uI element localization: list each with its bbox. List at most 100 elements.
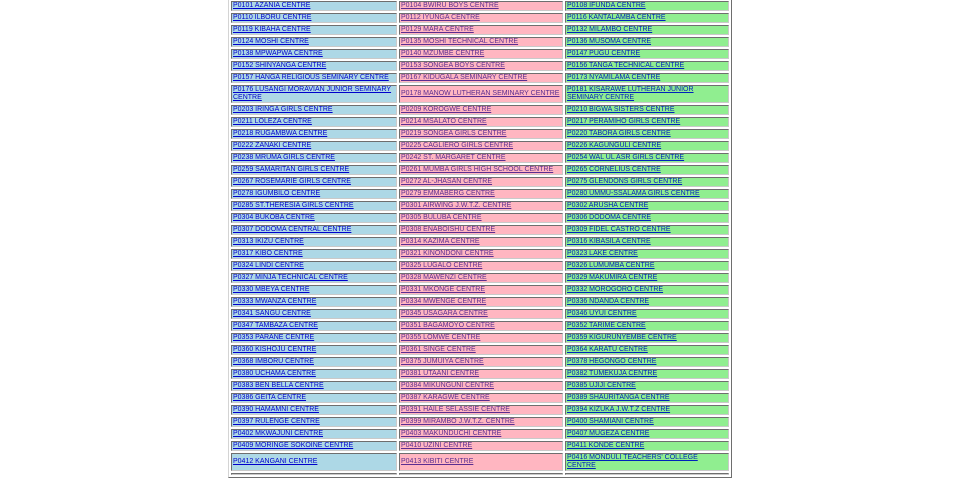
centre-link[interactable]: P0108 IFUNDA CENTRE xyxy=(567,2,646,9)
centre-link[interactable]: P0242 ST. MARGARET CENTRE xyxy=(401,154,506,161)
centre-link[interactable]: P0217 PERAMIHO GIRLS CENTRE xyxy=(567,118,681,125)
centre-link[interactable]: P0309 FIDEL CASTRO CENTRE xyxy=(567,226,671,233)
centre-link[interactable]: P0382 TUMEKUJA CENTRE xyxy=(567,370,658,377)
centre-link[interactable]: P0265 CORNELIUS CENTRE xyxy=(567,166,661,173)
centre-link[interactable]: P0316 KIBASILA CENTRE xyxy=(567,238,651,245)
centre-link[interactable]: P0330 MBEYA CENTRE xyxy=(233,286,310,293)
centre-link[interactable]: P0136 MUSOMA CENTRE xyxy=(567,38,652,45)
centre-link[interactable]: P0400 SHAMIANI CENTRE xyxy=(567,418,654,425)
centre-link[interactable]: P0391 HAILE SELASSIE CENTRE xyxy=(401,406,510,413)
centre-link[interactable]: P0333 MWANZA CENTRE xyxy=(233,298,317,305)
centre-link[interactable]: P0326 LUMUMBA CENTRE xyxy=(567,262,655,269)
centre-link[interactable]: P0261 MUMBA GIRLS HIGH SCHOOL CENTRE xyxy=(401,166,554,173)
centre-link[interactable]: P0267 ROSEMARIE GIRLS CENTRE xyxy=(233,178,351,185)
centre-link[interactable]: P0327 MINJA TECHNICAL CENTRE xyxy=(233,274,348,281)
centre-link[interactable]: P0157 HANGA RELIGIOUS SEMINARY CENTRE xyxy=(233,74,389,81)
centre-link[interactable]: P0238 MRUMA GIRLS CENTRE xyxy=(233,154,335,161)
centre-link[interactable]: P0341 SANGU CENTRE xyxy=(233,310,311,317)
centre-link[interactable]: P0140 MZUMBE CENTRE xyxy=(401,50,485,57)
centre-link[interactable]: P0308 ENABOISHU CENTRE xyxy=(401,226,496,233)
centre-link[interactable]: P0259 SAMARITAN GIRLS CENTRE xyxy=(233,166,350,173)
centre-link[interactable]: P0324 LINDI CENTRE xyxy=(233,262,304,269)
centre-link[interactable]: P0334 MWENGE CENTRE xyxy=(401,298,487,305)
centre-link[interactable]: P0219 SONGEA GIRLS CENTRE xyxy=(401,130,507,137)
centre-link[interactable]: P0411 KONDE CENTRE xyxy=(567,442,645,449)
centre-link[interactable]: P0222 ZANAKI CENTRE xyxy=(233,142,312,149)
centre-link[interactable]: P0375 JUMUIYA CENTRE xyxy=(401,358,484,365)
centre-link[interactable]: P0112 IYUNGA CENTRE xyxy=(401,14,480,21)
centre-link[interactable]: P0272 AL-JHASAN CENTRE xyxy=(401,178,493,185)
centre-link[interactable]: P0410 UZINI CENTRE xyxy=(401,442,473,449)
centre-link[interactable]: P0387 KARAGWE CENTRE xyxy=(401,394,490,401)
centre-link[interactable]: P0407 MUGEZA CENTRE xyxy=(567,430,650,437)
centre-link[interactable]: P0352 TARIME CENTRE xyxy=(567,322,646,329)
centre-link[interactable]: P0226 KAGUNGULI CENTRE xyxy=(567,142,662,149)
centre-link[interactable]: P0152 SHINYANGA CENTRE xyxy=(233,62,327,69)
centre-link[interactable]: P0278 IGUMBILO CENTRE xyxy=(233,190,321,197)
centre-link[interactable]: P0119 KIBAHA CENTRE xyxy=(233,26,311,33)
centre-link[interactable]: P0279 EMMABERG CENTRE xyxy=(401,190,495,197)
centre-link[interactable]: P0132 MILAMBO CENTRE xyxy=(567,26,653,33)
centre-link[interactable]: P0351 BAGAMOYO CENTRE xyxy=(401,322,495,329)
centre-link[interactable]: P0129 MARA CENTRE xyxy=(401,26,474,33)
centre-link[interactable]: P0209 KOROGWE CENTRE xyxy=(401,106,492,113)
centre-link[interactable]: P0355 LOMWE CENTRE xyxy=(401,334,481,341)
centre-link[interactable]: P0104 BWIRU BOYS CENTRE xyxy=(401,2,499,9)
centre-link[interactable]: P0331 MKONGE CENTRE xyxy=(401,286,486,293)
centre-link[interactable]: P0385 UJIJI CENTRE xyxy=(567,382,636,389)
centre-link[interactable]: P0409 MORINGE SOKOINE CENTRE xyxy=(233,442,354,449)
centre-link[interactable]: P0336 NDANDA CENTRE xyxy=(567,298,650,305)
centre-link[interactable]: P0124 MOSHI CENTRE xyxy=(233,38,309,45)
centre-link[interactable]: P0416 MONDULI TEACHERS' COLLEGE CENTRE xyxy=(567,454,698,469)
centre-link[interactable]: P0323 LAKE CENTRE xyxy=(567,250,638,257)
centre-link[interactable]: P0359 KIGURUNYEMBE CENTRE xyxy=(567,334,677,341)
centre-link[interactable]: P0361 SINGE CENTRE xyxy=(401,346,476,353)
centre-link[interactable]: P0390 HAMAMNI CENTRE xyxy=(233,406,319,413)
centre-link[interactable]: P0135 MOSHI TECHNICAL CENTRE xyxy=(401,38,519,45)
centre-link[interactable]: P0413 KIBITI CENTRE xyxy=(401,458,474,465)
centre-link[interactable]: P0364 KARATU CENTRE xyxy=(567,346,648,353)
centre-link[interactable]: P0176 LUSANGI MORAVIAN JUNIOR SEMINARY C… xyxy=(233,86,392,101)
centre-link[interactable]: P0353 PARANE CENTRE xyxy=(233,334,315,341)
centre-link[interactable]: P0285 ST.THERESIA GIRLS CENTRE xyxy=(233,202,354,209)
centre-link[interactable]: P0403 MAKUNDUCHI CENTRE xyxy=(401,430,502,437)
centre-link[interactable]: P0101 AZANIA CENTRE xyxy=(233,2,311,9)
centre-link[interactable]: P0329 MAKUMIRA CENTRE xyxy=(567,274,658,281)
centre-link[interactable]: P0280 UMMU-SSALAMA GIRLS CENTRE xyxy=(567,190,700,197)
centre-link[interactable]: P0345 USAGARA CENTRE xyxy=(401,310,488,317)
centre-link[interactable]: P0321 KINONDONI CENTRE xyxy=(401,250,494,257)
centre-link[interactable]: P0218 RUGAMBWA CENTRE xyxy=(233,130,328,137)
centre-link[interactable]: P0214 MSALATO CENTRE xyxy=(401,118,487,125)
centre-link[interactable]: P0394 KIZUKA J.W.T.Z CENTRE xyxy=(567,406,671,413)
centre-link[interactable]: P0325 LUGALO CENTRE xyxy=(401,262,483,269)
centre-link[interactable]: P0368 IMBORU CENTRE xyxy=(233,358,314,365)
centre-link[interactable]: P0220 TABORA GIRLS CENTRE xyxy=(567,130,671,137)
centre-link[interactable]: P0254 WAL UL ASR GIRLS CENTRE xyxy=(567,154,685,161)
centre-link[interactable]: P0399 MIRAMBO J.W.T.Z. CENTRE xyxy=(401,418,515,425)
centre-link[interactable]: P0304 BUKOBA CENTRE xyxy=(233,214,315,221)
centre-link[interactable]: P0332 MOROGORO CENTRE xyxy=(567,286,664,293)
centre-link[interactable]: P0314 KAZIMA CENTRE xyxy=(401,238,480,245)
centre-link[interactable]: P0147 PUGU CENTRE xyxy=(567,50,641,57)
centre-link[interactable]: P0153 SONGEA BOYS CENTRE xyxy=(401,62,505,69)
centre-link[interactable]: P0386 GEITA CENTRE xyxy=(233,394,307,401)
centre-link[interactable]: P0173 NYAMILAMA CENTRE xyxy=(567,74,661,81)
centre-link[interactable]: P0225 CAGLIERO GIRLS CENTRE xyxy=(401,142,514,149)
centre-link[interactable]: P0412 KANGANI CENTRE xyxy=(233,458,318,465)
centre-link[interactable]: P0317 KIBO CENTRE xyxy=(233,250,303,257)
centre-link[interactable]: P0211 LOLEZA CENTRE xyxy=(233,118,312,125)
centre-link[interactable]: P0301 AIRWING J.W.T.Z. CENTRE xyxy=(401,202,512,209)
centre-link[interactable]: P0178 MANOW LUTHERAN SEMINARY CENTRE xyxy=(401,90,560,97)
centre-link[interactable]: P0378 HEGONGO CENTRE xyxy=(567,358,657,365)
centre-link[interactable]: P0138 MPWAPWA CENTRE xyxy=(233,50,323,57)
centre-link[interactable]: P0347 TAMBAZA CENTRE xyxy=(233,322,318,329)
centre-link[interactable]: P0275 GLENDONS GIRLS CENTRE xyxy=(567,178,683,185)
centre-link[interactable]: P0306 DODOMA CENTRE xyxy=(567,214,652,221)
centre-link[interactable]: P0380 UCHAMA CENTRE xyxy=(233,370,316,377)
centre-link[interactable]: P0305 BULUBA CENTRE xyxy=(401,214,482,221)
centre-link[interactable]: P0383 BEN BELLA CENTRE xyxy=(233,382,324,389)
centre-link[interactable]: P0110 ILBORU CENTRE xyxy=(233,14,312,21)
centre-link[interactable]: P0402 MKWAJUNI CENTRE xyxy=(233,430,323,437)
centre-link[interactable]: P0381 UTAANI CENTRE xyxy=(401,370,480,377)
centre-link[interactable]: P0328 MAWENZI CENTRE xyxy=(401,274,487,281)
